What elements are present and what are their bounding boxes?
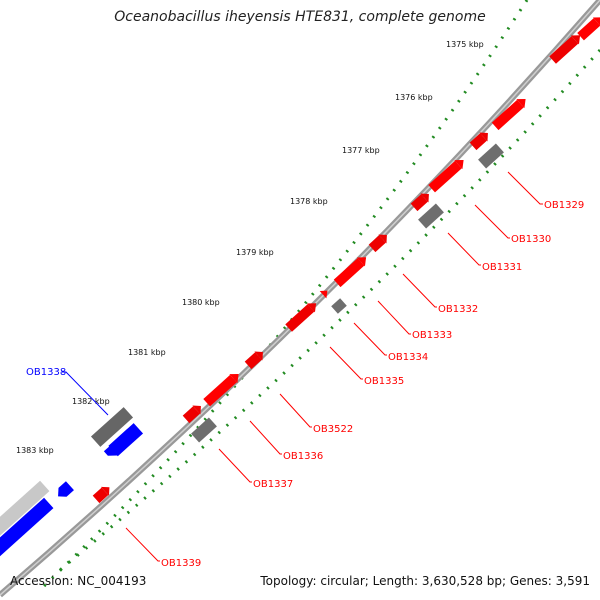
gene-feature[interactable] (478, 143, 504, 169)
connector-ob1330 (474, 204, 510, 239)
gene-feature[interactable] (333, 253, 370, 288)
gene-label-ob1334: OB1334 (388, 352, 428, 363)
gene-label-ob1331: OB1331 (482, 262, 522, 273)
tick-label-1378: 1378 kbp (290, 197, 328, 206)
gene-feature[interactable] (410, 190, 433, 212)
tick-label-1375: 1375 kbp (446, 40, 484, 49)
connector-ob1338 (62, 371, 109, 416)
tick-label-1377: 1377 kbp (342, 146, 380, 155)
connector-ob1336 (249, 420, 282, 455)
gene-label-ob1332: OB1332 (438, 304, 478, 315)
tick-label-1380: 1380 kbp (182, 298, 220, 307)
connector-ob1331 (447, 232, 481, 266)
gene-feature[interactable] (191, 417, 217, 443)
gene-feature[interactable] (0, 480, 50, 540)
connector-ob1334 (353, 322, 387, 356)
tick-label-1376: 1376 kbp (395, 93, 433, 102)
gene-feature[interactable] (319, 287, 331, 299)
other-features (0, 143, 504, 540)
gene-label-ob1330: OB1330 (511, 234, 551, 245)
gene-feature[interactable] (285, 299, 321, 333)
gene-label-ob1335: OB1335 (364, 376, 404, 387)
connector-ob1339 (125, 527, 160, 562)
connector-ob1333 (377, 300, 411, 335)
connector-ob1335 (329, 346, 363, 380)
connector-ob3522 (279, 393, 312, 428)
gene-feature[interactable] (90, 407, 134, 447)
gene-label-ob1336: OB1336 (283, 451, 323, 462)
connector-ob1337 (218, 448, 252, 483)
gene-feature[interactable] (549, 31, 585, 65)
map-title: Oceanobacillus iheyensis HTE831, complet… (114, 9, 486, 25)
gene-feature[interactable] (182, 402, 205, 424)
reverse-genes (0, 423, 144, 565)
gene-feature[interactable] (469, 129, 492, 151)
gene-label-ob1338: OB1338 (26, 367, 66, 378)
gene-feature[interactable] (92, 483, 113, 504)
genome-summary-text: Topology: circular; Length: 3,630,528 bp… (260, 574, 590, 588)
gene-feature[interactable] (103, 423, 144, 461)
gene-feature[interactable] (54, 481, 74, 501)
tick-label-1383: 1383 kbp (16, 446, 54, 455)
gene-label-ob1337: OB1337 (253, 479, 293, 490)
gene-label-ob1329: OB1329 (544, 200, 584, 211)
gene-feature[interactable] (0, 497, 54, 565)
gene-feature[interactable] (418, 203, 444, 229)
tick-label-1379: 1379 kbp (236, 248, 274, 257)
accession-text: Accession: NC_004193 (10, 574, 147, 588)
connector-ob1332 (402, 273, 437, 308)
gene-label-ob3522: OB3522 (313, 424, 353, 435)
label-connectors (62, 171, 543, 562)
tick-label-1382: 1382 kbp (72, 397, 110, 406)
gene-feature[interactable] (331, 298, 347, 314)
tick-label-1381: 1381 kbp (128, 348, 166, 357)
outer-tick-ring (38, 0, 529, 592)
gene-feature[interactable] (428, 155, 468, 193)
inner-tick-ring (59, 49, 600, 572)
gene-label-ob1333: OB1333 (412, 330, 452, 341)
gene-feature[interactable] (244, 348, 267, 370)
gene-feature[interactable] (368, 231, 391, 253)
gene-label-ob1339: OB1339 (161, 558, 201, 569)
forward-genes (92, 17, 600, 504)
gene-feature[interactable] (203, 369, 243, 407)
gene-feature[interactable] (491, 94, 529, 131)
connector-ob1329 (507, 171, 543, 205)
